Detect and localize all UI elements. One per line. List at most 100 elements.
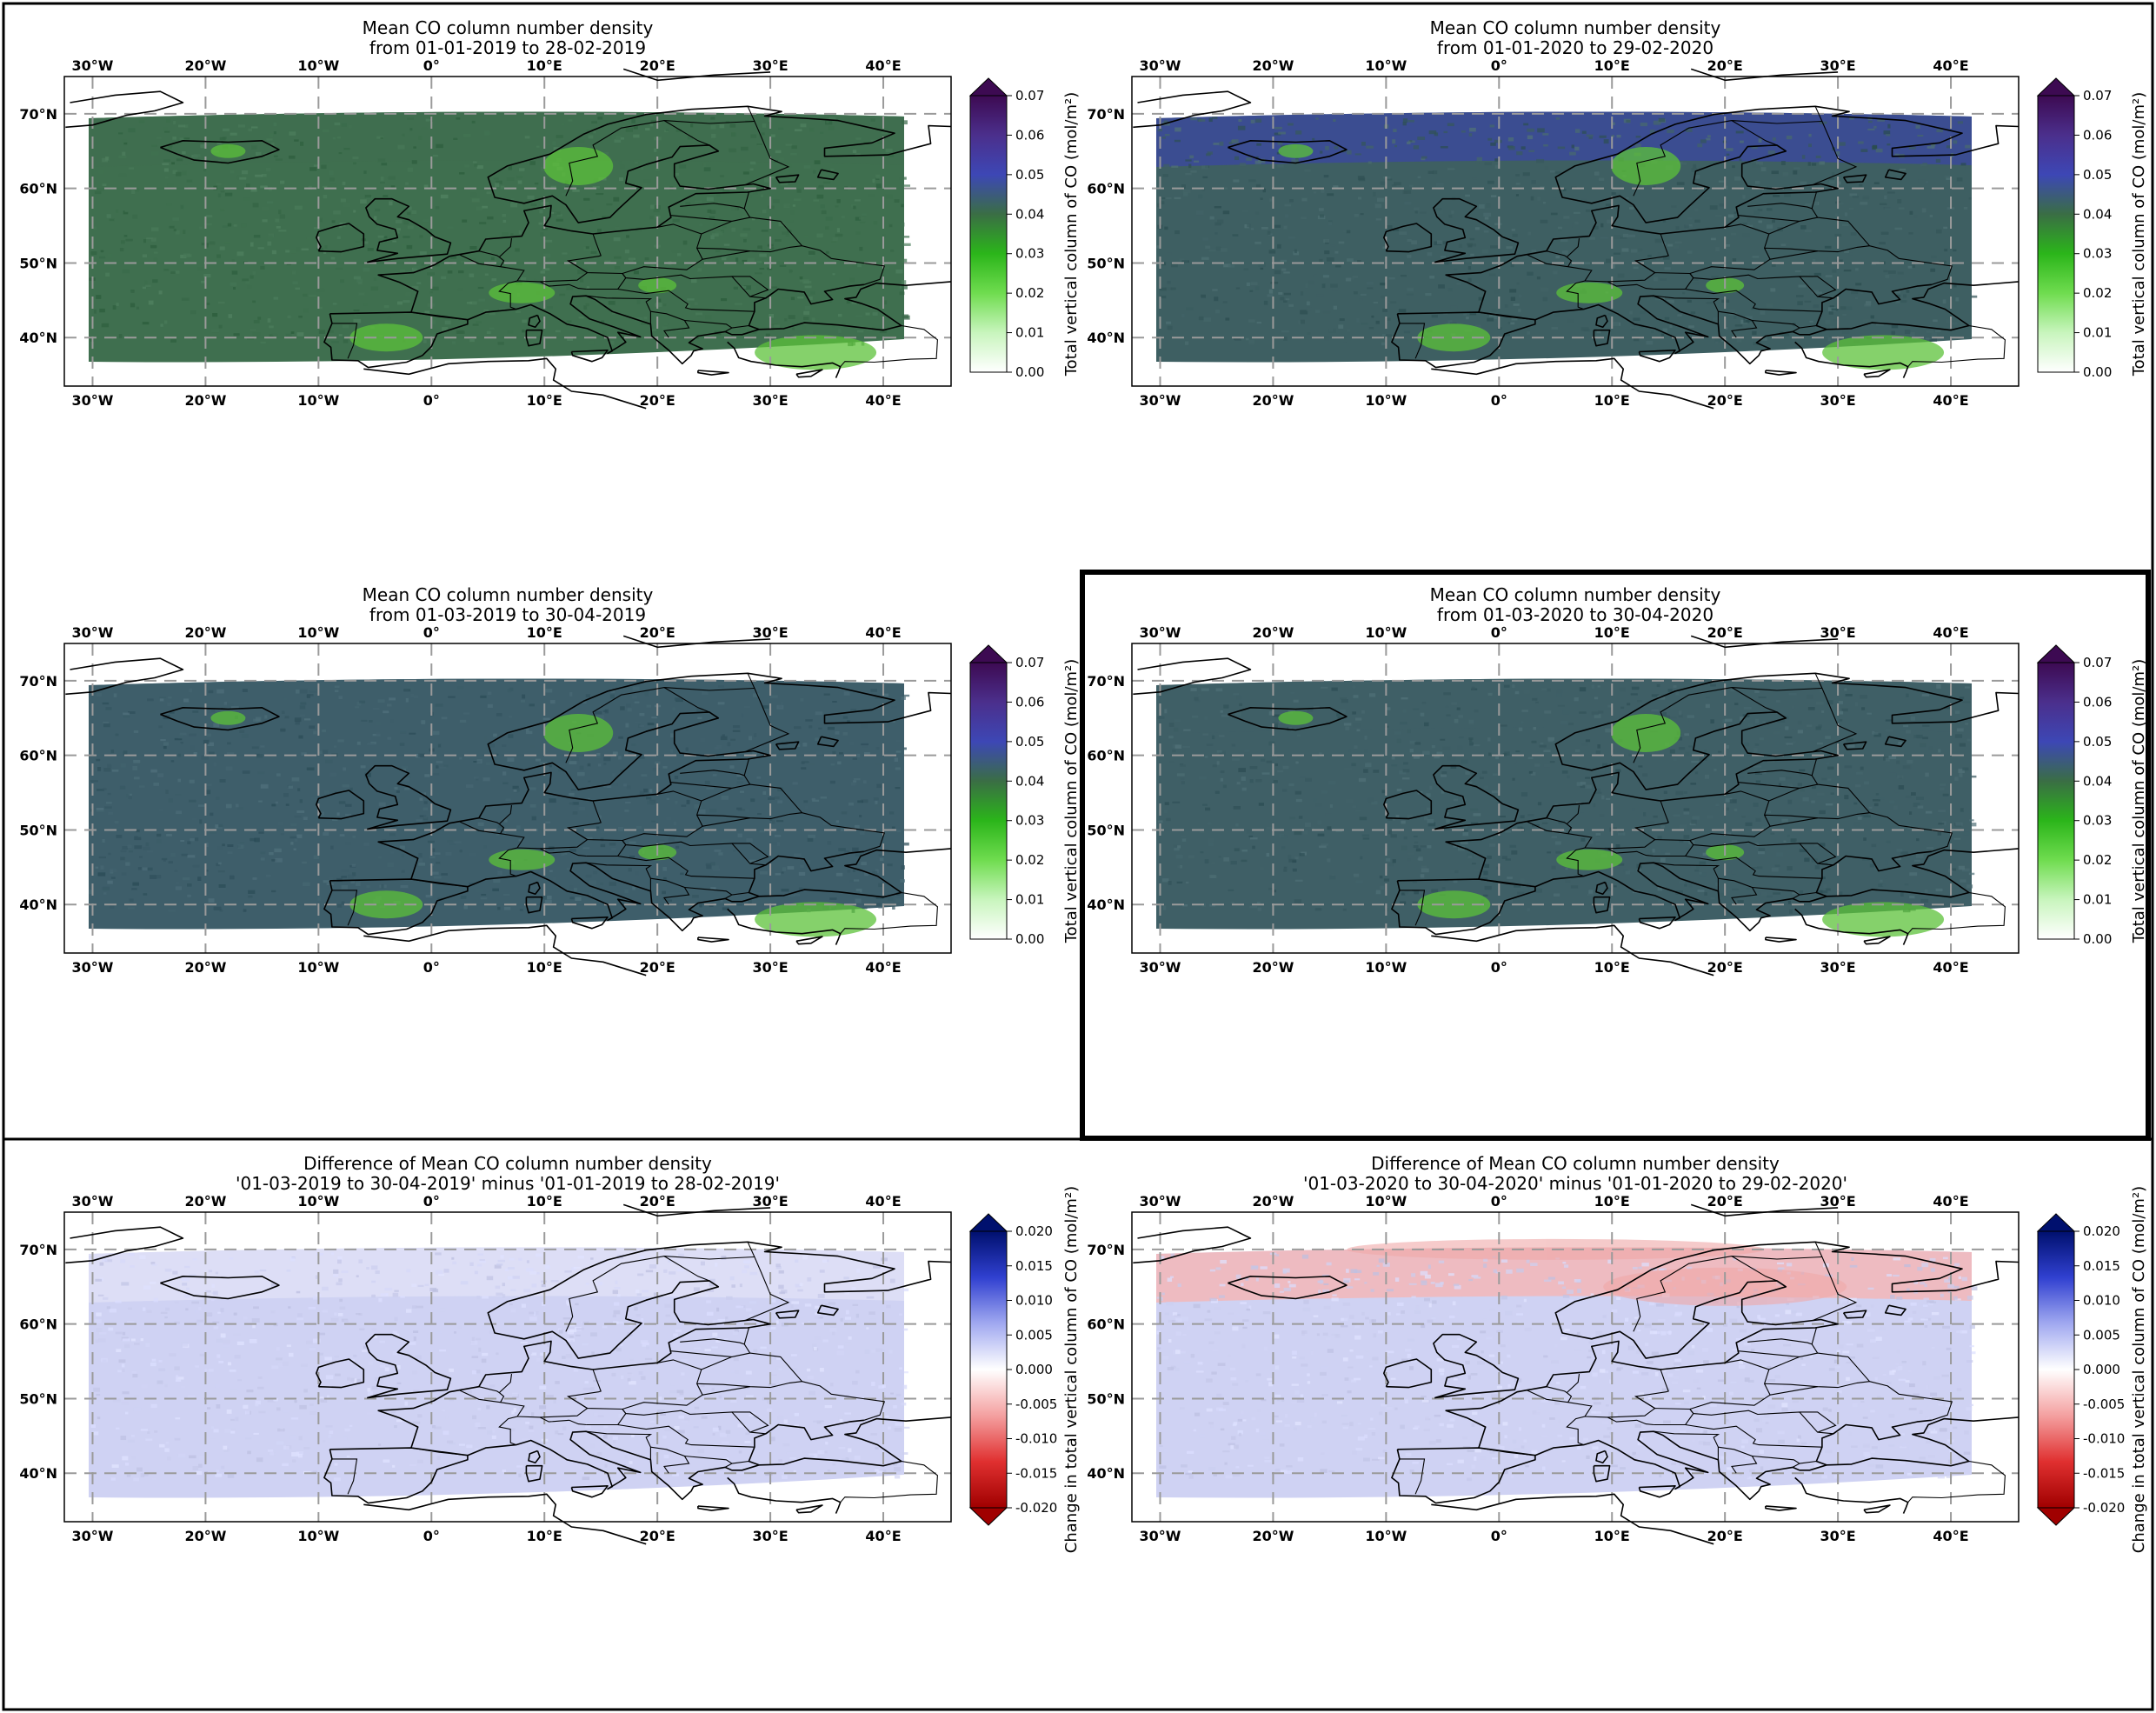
colorbar-tick: 0.04 — [1015, 206, 1044, 222]
panel-title-line2: from 01-03-2019 to 30-04-2019 — [369, 604, 646, 625]
lat-tick: 60°N — [1087, 748, 1125, 764]
lon-tick-bottom: 30°W — [1140, 1528, 1181, 1544]
lon-tick-bottom: 10°W — [1365, 959, 1407, 976]
lon-tick-top: 30°W — [72, 57, 114, 74]
lon-tick-bottom: 30°W — [72, 959, 114, 976]
panel-title-line2: from 01-01-2020 to 29-02-2020 — [1437, 37, 1713, 58]
coastlines — [1133, 635, 2020, 976]
panel-title-line2: from 01-03-2020 to 30-04-2020 — [1437, 604, 1713, 625]
data-swath — [89, 111, 911, 370]
colorbar-tick: 0.00 — [2083, 931, 2112, 947]
lon-tick-bottom: 30°E — [753, 392, 789, 409]
lat-tick: 70°N — [1087, 673, 1125, 690]
lon-tick-bottom: 20°E — [1707, 392, 1743, 409]
lon-tick-bottom: 40°E — [1933, 1528, 1968, 1544]
colorbar-tick: 0.05 — [1015, 167, 1044, 183]
lon-tick-top: 30°E — [1820, 1193, 1856, 1210]
colorbar-tick: -0.015 — [2083, 1465, 2125, 1481]
colorbar: -0.020 -0.015 -0.010 -0.005 0.000 0.005 0.010 0… — [968, 1186, 1081, 1553]
lon-tick-bottom: 10°E — [1594, 959, 1630, 976]
colorbar-tick: 0.005 — [2083, 1327, 2120, 1343]
lon-tick-top: 0° — [423, 624, 440, 641]
coastlines — [65, 1203, 952, 1545]
gridlines — [64, 643, 951, 953]
lon-tick-bottom: 0° — [1491, 959, 1507, 976]
lon-tick-top: 10°W — [1365, 57, 1407, 74]
lat-tick: 40°N — [1087, 330, 1125, 346]
lon-tick-top: 30°W — [1140, 624, 1181, 641]
lon-tick-top: 20°E — [1707, 1193, 1743, 1210]
colorbar-tick: 0.07 — [1015, 655, 1044, 670]
lon-tick-top: 20°W — [184, 57, 226, 74]
lon-tick-top: 30°E — [753, 57, 789, 74]
lon-tick-top: 10°E — [1594, 624, 1630, 641]
lon-tick-bottom: 20°W — [184, 959, 226, 976]
colorbar-tick: 0.00 — [2083, 364, 2112, 380]
panel-title-line1: Difference of Mean CO column number dens… — [303, 1153, 712, 1174]
lon-tick-top: 20°E — [640, 57, 675, 74]
lon-tick-top: 20°W — [184, 624, 226, 641]
lat-tick: 40°N — [19, 1465, 57, 1482]
data-swath — [89, 678, 910, 937]
lon-tick-top: 20°W — [184, 1193, 226, 1210]
colorbar-tick: 0.01 — [2083, 892, 2112, 908]
colorbar-gradient — [969, 1230, 1008, 1509]
lon-tick-bottom: 10°E — [527, 1528, 562, 1544]
colorbar-tick: 0.01 — [1015, 325, 1044, 341]
lon-tick-top: 20°W — [1252, 624, 1294, 641]
lon-tick-top: 40°E — [865, 1193, 901, 1210]
lon-tick-bottom: 20°E — [640, 392, 675, 409]
colorbar-label: Total vertical column of CO (mol/m²) — [1062, 659, 1081, 944]
colorbar-tick: 0.05 — [2083, 734, 2112, 750]
colorbar: -0.020 -0.015 -0.010 -0.005 0.000 0.005 0.010 0… — [2036, 1186, 2148, 1553]
colorbar: 0.00 0.01 0.02 0.03 0.04 0.05 0.06 0.07 Total ve… — [2036, 77, 2148, 380]
lon-tick-bottom: 20°W — [184, 1528, 226, 1544]
colorbar-tick: 0.06 — [2083, 127, 2112, 143]
lon-tick-top: 10°E — [527, 1193, 562, 1210]
colorbar-tick: 0.015 — [1015, 1258, 1053, 1274]
colorbar-label: Change in total vertical column of CO (m… — [1062, 1186, 1081, 1553]
lon-tick-bottom: 40°E — [865, 959, 901, 976]
colorbar: 0.00 0.01 0.02 0.03 0.04 0.05 0.06 0.07 Total ve… — [968, 77, 1081, 380]
lon-tick-bottom: 30°W — [72, 1528, 114, 1544]
gridlines — [1132, 1212, 2019, 1522]
lon-tick-bottom: 30°E — [1820, 959, 1856, 976]
colorbar-tick: 0.02 — [1015, 285, 1044, 301]
panel-diff-2019: Difference of Mean CO column number dens… — [19, 1153, 1081, 1553]
colorbar-tick: 0.02 — [2083, 285, 2112, 301]
panel-title-line1: Mean CO column number density — [1430, 17, 1721, 38]
lon-tick-bottom: 20°W — [184, 392, 226, 409]
colorbar-tick: 0.005 — [1015, 1327, 1053, 1343]
colorbar-tick: 0.01 — [2083, 325, 2112, 341]
colorbar-tick: -0.020 — [2083, 1500, 2125, 1516]
lon-tick-bottom: 30°W — [1140, 959, 1181, 976]
colorbar-gradient — [2037, 662, 2075, 940]
lon-tick-bottom: 10°W — [1365, 392, 1407, 409]
colorbar-tick: -0.005 — [1015, 1396, 1057, 1412]
colorbar-tick: 0.03 — [1015, 813, 1044, 829]
lon-tick-bottom: 20°E — [640, 1528, 675, 1544]
lon-tick-bottom: 30°E — [753, 1528, 789, 1544]
panel-title-line1: Difference of Mean CO column number dens… — [1371, 1153, 1780, 1174]
lon-tick-top: 10°W — [297, 1193, 339, 1210]
lon-tick-bottom: 10°W — [297, 959, 339, 976]
lon-tick-bottom: 0° — [423, 959, 440, 976]
colorbar-tick: 0.04 — [1015, 773, 1044, 789]
coastlines — [1133, 68, 2020, 410]
lon-tick-bottom: 10°W — [297, 1528, 339, 1544]
lat-tick: 60°N — [1087, 1316, 1125, 1333]
lat-tick: 70°N — [1087, 106, 1125, 123]
lon-tick-top: 10°W — [297, 57, 339, 74]
lon-tick-bottom: 40°E — [865, 392, 901, 409]
lat-tick: 60°N — [19, 1316, 57, 1333]
colorbar-tick: 0.000 — [2083, 1362, 2120, 1377]
lon-tick-top: 30°W — [72, 1193, 114, 1210]
lon-tick-top: 0° — [423, 1193, 440, 1210]
lat-tick: 50°N — [19, 1390, 57, 1407]
lon-tick-bottom: 10°E — [1594, 392, 1630, 409]
colorbar-tick: 0.03 — [2083, 246, 2112, 262]
lat-tick: 70°N — [19, 673, 57, 690]
